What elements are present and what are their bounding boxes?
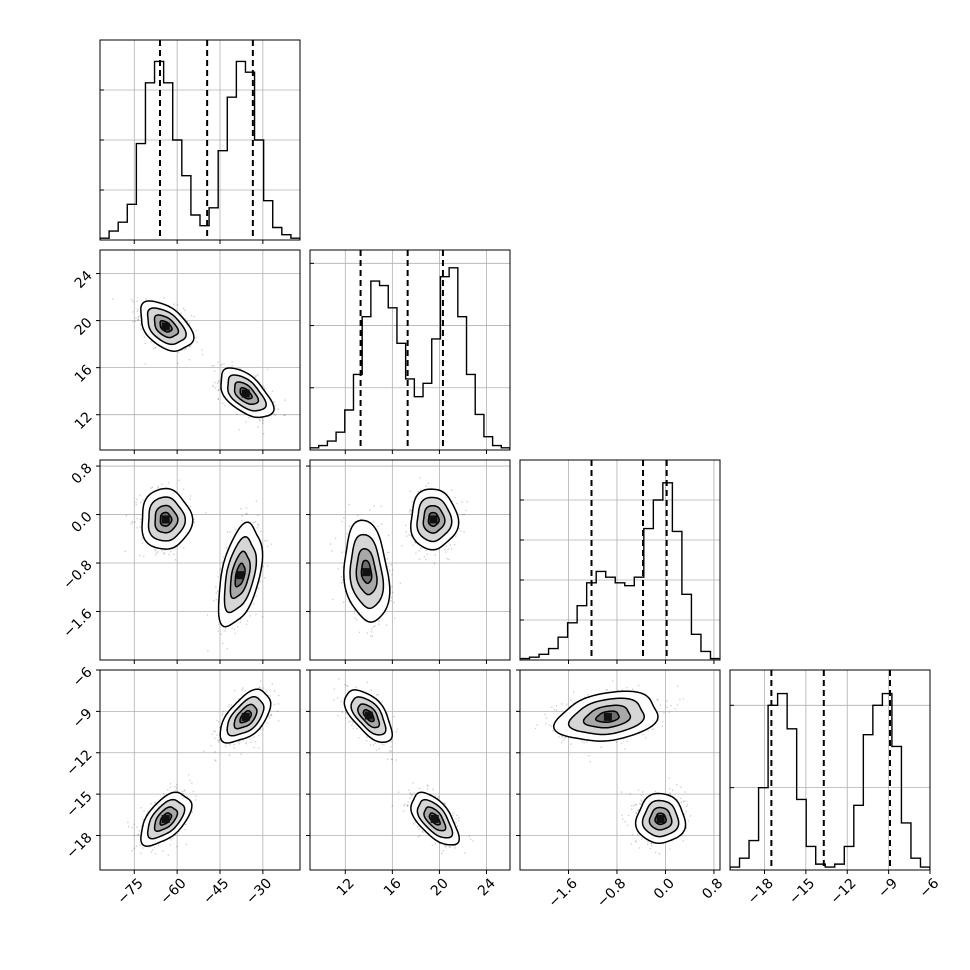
density-peak-1	[656, 814, 665, 823]
x-tick-label: 24	[475, 875, 499, 899]
density-peak-2	[241, 712, 250, 721]
density-peak-2	[603, 712, 612, 721]
y-tick-label: 0.8	[69, 460, 96, 487]
y-tick-label: 12	[72, 409, 96, 433]
panel-frame-3-3	[519, 459, 721, 661]
panel-frame-2-1	[99, 249, 301, 451]
panel-frame-3-2	[309, 459, 511, 661]
y-tick-label: 16	[72, 362, 96, 386]
scatter-panel-4-1	[100, 670, 300, 870]
scatter-panel-3-2	[310, 460, 510, 660]
density-peak-1	[161, 515, 170, 524]
x-tick-label: −30	[243, 875, 275, 907]
y-tick-label: −18	[63, 830, 95, 862]
x-tick-label: 12	[334, 875, 358, 899]
density-peak-1	[430, 814, 439, 823]
scatter-panel-2-1	[100, 250, 300, 450]
panel-frame-4-1	[99, 669, 301, 871]
x-tick-label: −75	[115, 875, 147, 907]
density-peak-2	[362, 568, 371, 577]
histogram-panel-3	[520, 460, 720, 660]
panel-frame-4-4	[729, 669, 931, 871]
x-tick-label: −1.6	[546, 875, 581, 910]
y-tick-label: 0.0	[69, 509, 96, 536]
density-peak-1	[161, 814, 170, 823]
panel-frame-3-1	[99, 459, 301, 661]
panel-frame-2-2	[309, 249, 511, 451]
y-tick-label: −6	[70, 664, 96, 690]
x-tick-label: −0.8	[594, 875, 629, 910]
scatter-panel-4-3	[520, 670, 720, 870]
density-peak-1	[161, 322, 170, 331]
x-tick-label: −12	[827, 875, 859, 907]
density-peak-2	[236, 571, 244, 580]
histogram-panel-4	[730, 670, 930, 870]
y-tick-label: −9	[70, 706, 96, 732]
x-tick-label: −15	[786, 875, 818, 907]
histogram-step-1	[100, 60, 300, 240]
scatter-panel-4-2	[310, 670, 510, 870]
y-tick-label: −1.6	[60, 606, 95, 641]
histogram-step-2	[310, 267, 510, 450]
histogram-step-3	[520, 482, 720, 660]
panel-frame-4-3	[519, 669, 721, 871]
y-tick-label: −15	[63, 788, 95, 820]
density-peak-2	[364, 711, 373, 720]
density-peak-2	[241, 389, 250, 398]
histogram-step-4	[730, 692, 930, 870]
x-tick-label: −60	[157, 875, 189, 907]
y-tick-label: −12	[63, 747, 95, 779]
y-tick-label: 20	[72, 315, 96, 339]
panel-frame-4-2	[309, 669, 511, 871]
x-tick-label: 0.8	[699, 875, 726, 902]
x-tick-label: −6	[917, 875, 943, 901]
scatter-panel-3-1	[100, 460, 300, 660]
x-tick-label: −9	[875, 875, 901, 901]
x-tick-label: 16	[381, 875, 405, 899]
y-tick-label: 24	[72, 268, 96, 292]
x-tick-label: −18	[745, 875, 777, 907]
y-tick-label: −0.8	[60, 557, 95, 592]
histogram-panel-1	[100, 40, 300, 240]
x-tick-label: −45	[200, 875, 232, 907]
histogram-panel-2	[310, 250, 510, 450]
x-tick-label: 20	[428, 875, 452, 899]
x-tick-label: 0.0	[651, 875, 678, 902]
density-peak-1	[429, 515, 438, 524]
panel-frame-1-1	[99, 39, 301, 241]
